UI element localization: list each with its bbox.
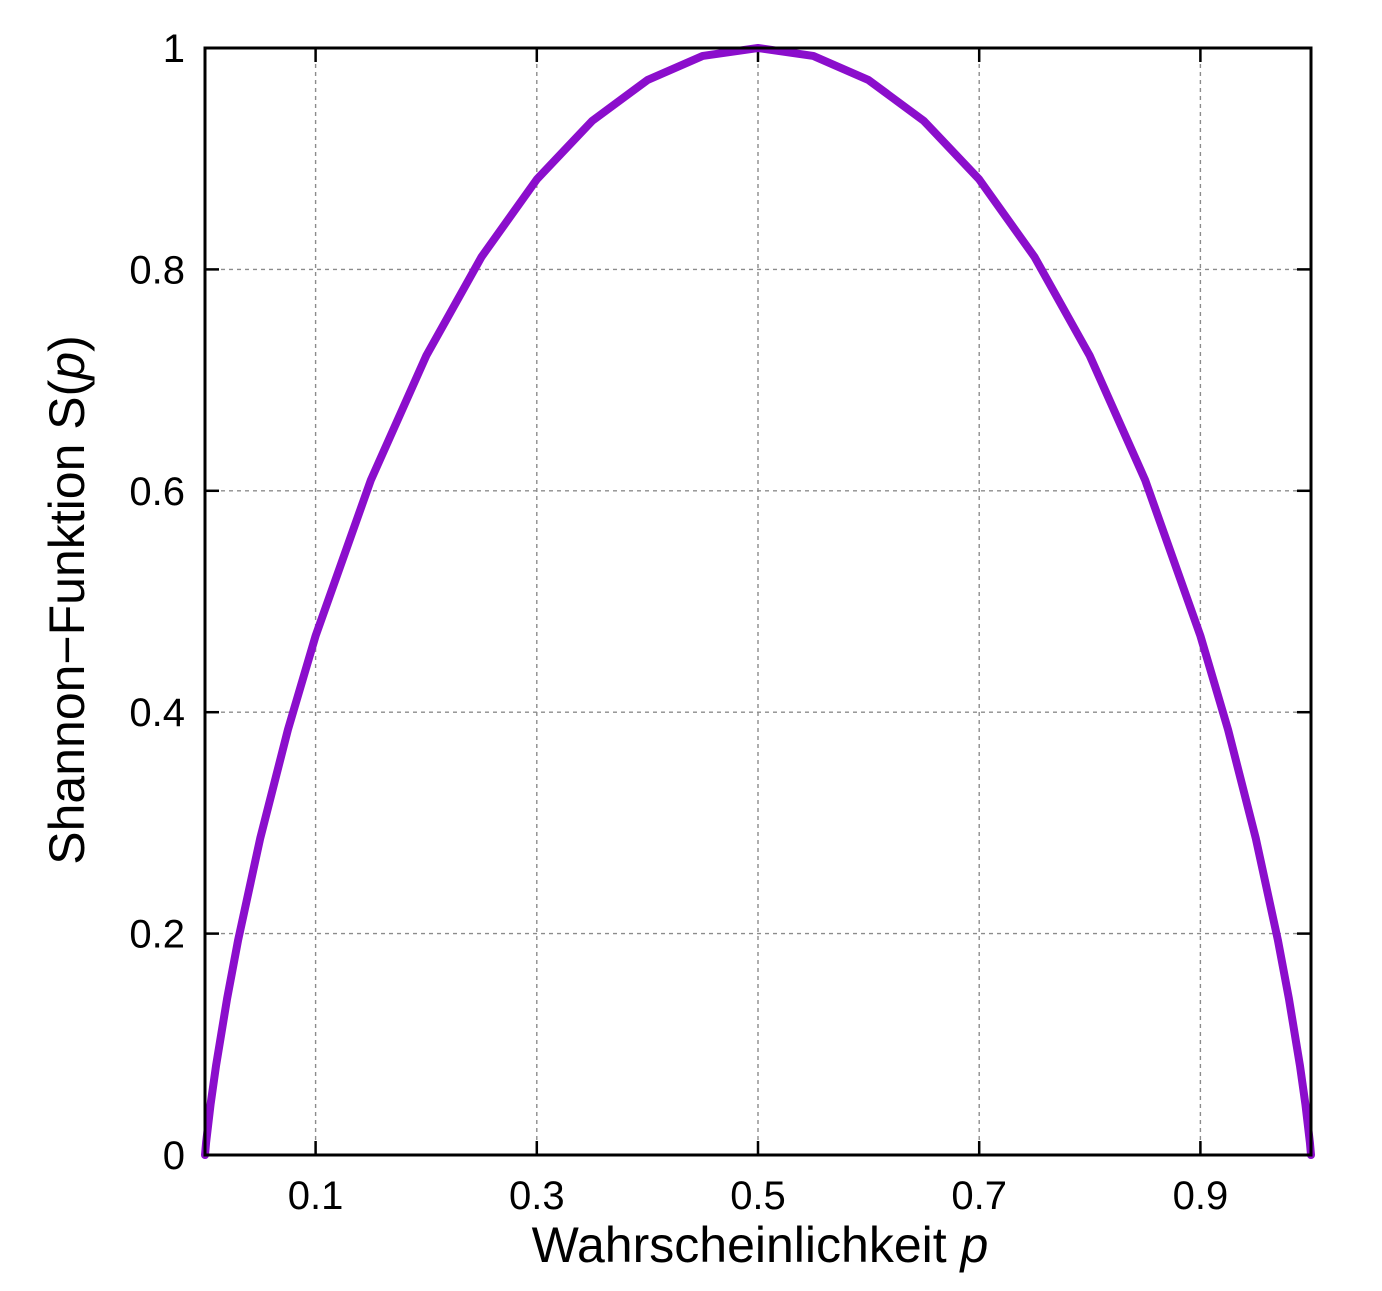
y-axis-label-text: Shannon−Funktion S( — [39, 379, 95, 864]
grid — [205, 48, 1311, 1155]
x-tick-label: 0.9 — [1173, 1174, 1229, 1218]
x-tick-label: 0.7 — [951, 1174, 1007, 1218]
y-axis-label-var: p — [39, 352, 95, 382]
x-axis-label-var: p — [959, 1217, 989, 1273]
plot-frame — [203, 46, 1313, 1157]
x-tick-label: 0.5 — [730, 1174, 786, 1218]
x-tick-labels: 0.1 0.3 0.5 0.7 0.9 — [288, 1174, 1228, 1218]
y-axis-label-suffix: ) — [39, 335, 95, 352]
y-tick-label: 0 — [163, 1134, 185, 1178]
y-axis-label: Shannon−Funktion S(p) — [39, 335, 95, 865]
x-axis-label-text: Wahrscheinlichkeit — [532, 1217, 961, 1273]
y-tick-label: 0.8 — [129, 248, 185, 292]
x-tick-label: 0.3 — [509, 1174, 565, 1218]
y-tick-label: 1 — [163, 27, 185, 71]
x-tick-label: 0.1 — [288, 1174, 344, 1218]
x-axis-label: Wahrscheinlichkeit p — [532, 1217, 989, 1273]
y-tick-label: 0.4 — [129, 691, 185, 735]
y-tick-labels: 0 0.2 0.4 0.6 0.8 1 — [129, 27, 185, 1178]
y-tick-label: 0.6 — [129, 470, 185, 514]
y-tick-label: 0.2 — [129, 913, 185, 957]
